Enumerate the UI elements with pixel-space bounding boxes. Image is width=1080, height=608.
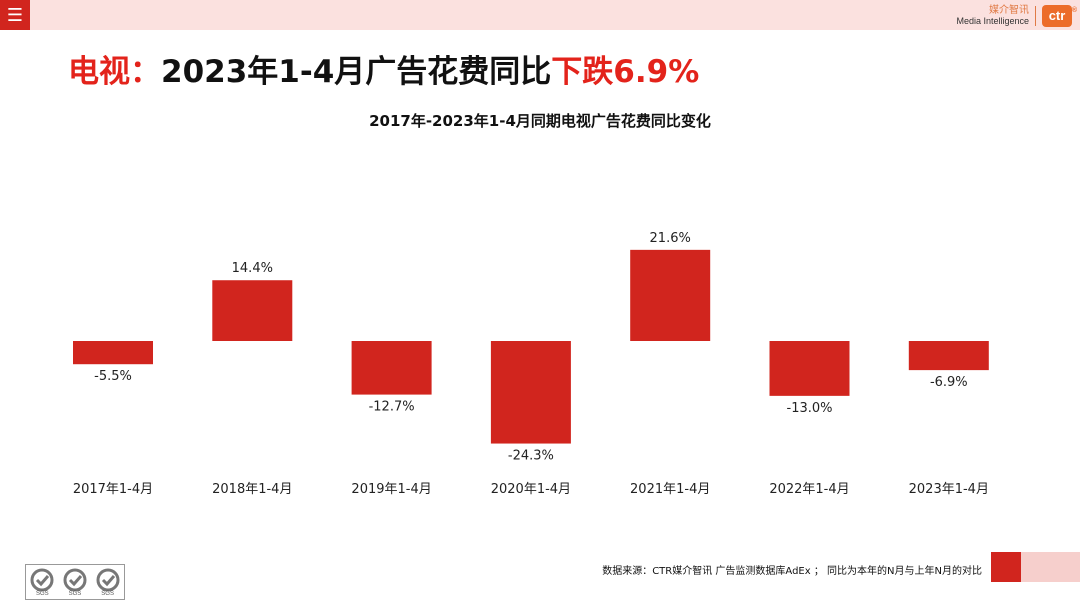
data-label-3: -24.3%: [508, 449, 554, 464]
sgs-label: SGS: [101, 591, 114, 597]
category-label-1: 2018年1-4月: [212, 482, 292, 497]
brand-divider: [1035, 6, 1036, 26]
data-label-4: 21.6%: [650, 231, 691, 246]
sgs-badge-icon: SGS: [28, 568, 56, 597]
data-label-0: -5.5%: [94, 369, 132, 384]
page-title: 电视：2023年1-4月广告花费同比下跌6.9%: [68, 46, 699, 91]
category-label-4: 2021年1-4月: [630, 482, 710, 497]
bar-1: [212, 280, 293, 341]
ctr-logo-icon: ctr ®: [1042, 5, 1077, 27]
footer-accent-red: [991, 552, 1021, 582]
data-label-2: -12.7%: [369, 400, 415, 415]
data-label-1: 14.4%: [232, 261, 273, 276]
sgs-label: SGS: [35, 591, 49, 597]
bar-0: [73, 341, 153, 365]
title-middle: 2023年1-4月广告花费同比: [161, 54, 552, 90]
title-highlight: 下跌6.9%: [551, 54, 700, 90]
brand-name-en: Media Intelligence: [956, 16, 1029, 26]
data-label-6: -6.9%: [930, 375, 968, 390]
bar-4: [630, 249, 711, 341]
sgs-label: SGS: [68, 591, 82, 597]
logo-text: ctr: [1048, 8, 1066, 23]
title-prefix: 电视：: [68, 54, 161, 90]
sgs-badge-icon: SGS: [61, 568, 89, 597]
menu-icon[interactable]: ☰: [0, 0, 30, 30]
brand-name-cn: 媒介智讯: [989, 5, 1029, 16]
category-label-6: 2023年1-4月: [909, 482, 989, 497]
sgs-badge-icon: SGS: [94, 568, 122, 597]
top-bar: ☰ 媒介智讯 Media Intelligence ctr ®: [0, 0, 1080, 30]
category-label-5: 2022年1-4月: [769, 482, 849, 497]
category-label-0: 2017年1-4月: [73, 482, 153, 497]
certification-badges: SGS SGS SGS: [25, 564, 125, 600]
bar-2: [351, 341, 432, 395]
bar-chart: -5.5% 2017年1-4月 14.4% 2018年1-4月 -12.7% 2019年1…: [73, 231, 989, 497]
registered-mark: ®: [1071, 7, 1077, 14]
data-source-note: 数据来源：CTR媒介智讯 广告监测数据库AdEx ； 同比为本年的N月与上年N月…: [602, 566, 982, 577]
bar-6: [908, 341, 989, 371]
category-label-2: 2019年1-4月: [351, 482, 431, 497]
bar-5: [769, 341, 850, 396]
chart-title: 2017年-2023年1-4月同期电视广告花费同比变化: [369, 112, 711, 130]
bar-3: [490, 341, 571, 444]
category-label-3: 2020年1-4月: [491, 482, 571, 497]
data-label-5: -13.0%: [787, 401, 833, 416]
brand: 媒介智讯 Media Intelligence ctr ®: [956, 3, 1077, 29]
